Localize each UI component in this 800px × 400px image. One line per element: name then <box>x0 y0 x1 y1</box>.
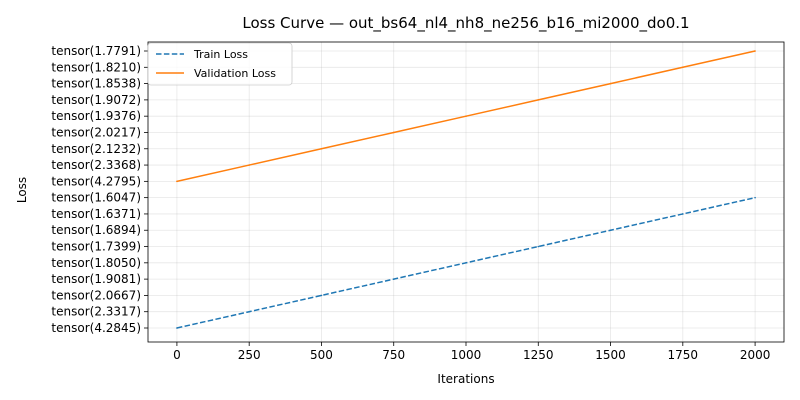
y-tick-label: tensor(1.8210) <box>51 60 141 74</box>
x-tick-label: 1500 <box>595 348 626 362</box>
y-axis-label: Loss <box>15 177 29 203</box>
y-tick-label: tensor(1.8538) <box>51 77 141 91</box>
x-axis-ticks: 0 250 500 750 1000 1250 1500 1750 2000 <box>173 342 770 362</box>
y-tick-label: tensor(2.0217) <box>51 125 141 139</box>
x-tick-label: 1000 <box>451 348 482 362</box>
x-tick-label: 0 <box>173 348 181 362</box>
legend-label-validation-loss: Validation Loss <box>194 67 276 80</box>
data-point <box>320 294 323 297</box>
data-point <box>754 50 756 52</box>
data-point <box>537 99 540 101</box>
data-point <box>392 278 395 280</box>
data-point <box>176 327 178 329</box>
y-tick-label: tensor(4.2845) <box>51 321 141 335</box>
y-tick-label: tensor(1.9376) <box>51 109 141 123</box>
data-point <box>392 131 395 134</box>
y-tick-label: tensor(1.6894) <box>51 223 141 237</box>
y-tick-label: tensor(1.7399) <box>51 240 141 254</box>
data-point <box>537 245 540 248</box>
y-tick-label: tensor(1.6047) <box>51 191 141 205</box>
data-point <box>754 196 756 199</box>
y-tick-label: tensor(1.7791) <box>51 44 141 58</box>
y-tick-label: tensor(1.6371) <box>51 207 141 221</box>
data-point <box>248 164 250 166</box>
data-point <box>176 180 178 183</box>
data-point <box>609 229 612 232</box>
y-tick-label: tensor(4.2795) <box>51 174 141 188</box>
y-tick-label: tensor(2.3368) <box>51 158 141 172</box>
x-tick-label: 750 <box>382 348 405 362</box>
legend-label-train-loss: Train Loss <box>193 48 248 61</box>
y-tick-label: tensor(1.9081) <box>51 272 141 286</box>
data-point <box>248 310 250 313</box>
y-axis-ticks: tensor(4.2845) tensor(2.3317) tensor(2.066… <box>51 44 148 335</box>
y-tick-label: tensor(2.1232) <box>51 142 141 156</box>
data-point <box>609 82 612 85</box>
x-tick-label: 500 <box>310 348 333 362</box>
legend: Train Loss Validation Loss <box>147 42 293 86</box>
chart-title: Loss Curve — out_bs64_nl4_nh8_ne256_b16_… <box>242 14 689 33</box>
grid <box>148 42 784 342</box>
data-point <box>682 66 684 69</box>
x-tick-label: 2000 <box>740 348 771 362</box>
series-lines <box>176 50 756 329</box>
x-tick-label: 1750 <box>668 348 699 362</box>
x-axis-label: Iterations <box>437 372 494 386</box>
x-tick-label: 1250 <box>523 348 554 362</box>
y-tick-label: tensor(1.9072) <box>51 93 141 107</box>
data-point <box>682 213 684 215</box>
y-tick-label: tensor(1.8050) <box>51 256 141 270</box>
data-point <box>320 147 323 150</box>
data-point <box>465 262 467 264</box>
x-tick-label: 250 <box>238 348 261 362</box>
data-point <box>465 115 467 117</box>
y-tick-label: tensor(2.0667) <box>51 288 141 302</box>
y-tick-label: tensor(2.3317) <box>51 305 141 319</box>
